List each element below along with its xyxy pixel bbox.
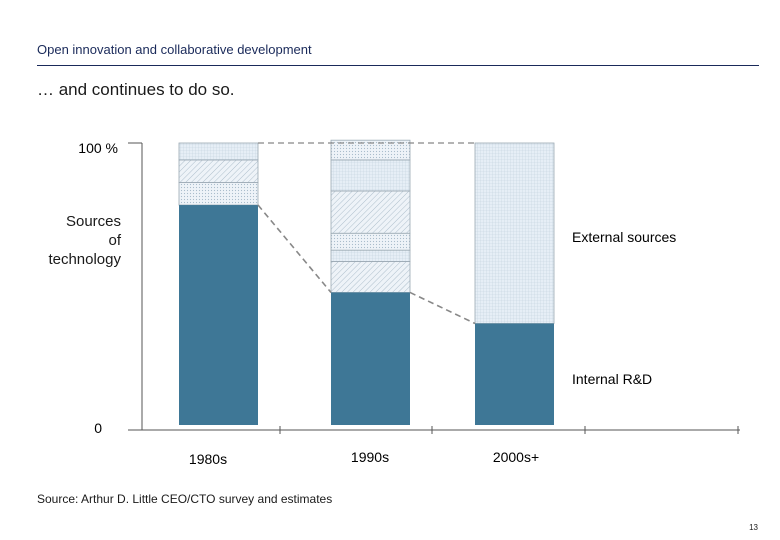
internal-trend-connector-2 — [409, 291, 476, 325]
title-divider — [37, 65, 759, 66]
x-tick-label-2000s: 2000s+ — [493, 449, 539, 465]
internal-rd-label: Internal R&D — [572, 371, 652, 387]
external-segment-1980s-2 — [178, 159, 259, 183]
section-title: Open innovation and collaborative develo… — [37, 42, 312, 57]
external-segment-1990s-4 — [330, 190, 411, 234]
internal-bar-1990s — [331, 292, 410, 425]
external-segment-1990s-6 — [330, 139, 411, 161]
x-tick-label-1990s: 1990s — [351, 449, 389, 465]
x-tick-label-1980s: 1980s — [189, 451, 227, 467]
y-axis-label: Sources of technology — [48, 213, 121, 268]
internal-trend-connector-1 — [257, 204, 332, 293]
y-tick-label-0: 0 — [94, 420, 102, 436]
external-segment-1980s-3 — [178, 142, 259, 161]
page-headline: … and continues to do so. — [37, 80, 235, 99]
external-segment-1990s-5 — [330, 159, 411, 192]
page-number: 13 — [749, 523, 758, 532]
internal-bar-2000s+ — [475, 323, 554, 425]
external-segment-1990s-1 — [330, 261, 411, 293]
source-note: Source: Arthur D. Little CEO/CTO survey … — [37, 492, 333, 506]
external-segment-1980s-1 — [178, 182, 259, 206]
external-segment-1990s-3 — [330, 232, 411, 251]
external-sources-label: External sources — [572, 229, 676, 245]
external-segment-2000s+-1 — [474, 142, 555, 324]
y-tick-label-100: 100 % — [78, 140, 118, 156]
external-segment-1990s-2 — [330, 249, 411, 262]
internal-bar-1980s — [179, 205, 258, 425]
